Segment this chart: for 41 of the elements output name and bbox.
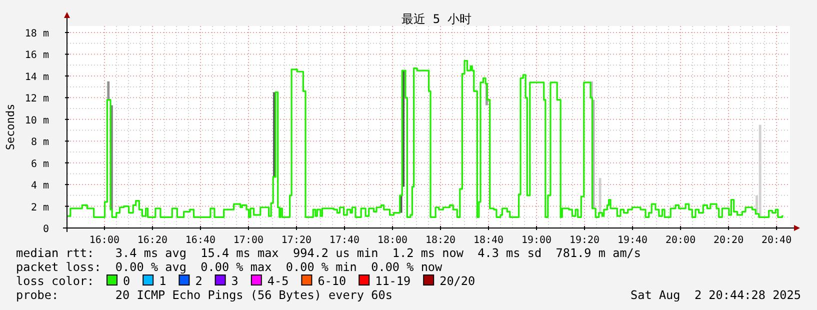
x-tick-label: 17:40 [329, 235, 360, 246]
y-tick-label: 6 m [30, 158, 49, 170]
legend-label: 11-19 [375, 274, 411, 288]
x-tick-label: 18:00 [377, 235, 408, 246]
x-tick-label: 17:20 [281, 235, 312, 246]
y-tick-label: 8 m [30, 137, 49, 148]
text: Sat Aug 2 20:44:28 2025 [630, 288, 801, 302]
x-tick-label: 18:20 [425, 235, 456, 246]
y-tick-label: 10 m [24, 115, 49, 126]
x-tick-label: 20:00 [665, 235, 696, 246]
x-tick-label: 16:20 [137, 235, 168, 246]
y-axis-title: Seconds [4, 104, 17, 150]
x-tick-label: 20:40 [762, 235, 792, 246]
x-tick-label: 19:20 [569, 235, 600, 246]
x-tick-label: 16:40 [185, 235, 216, 246]
legend-label: 4-5 [267, 274, 289, 288]
text: packet loss: 0.00 % avg 0.00 % max 0.00 % min 0.00 % now [16, 260, 444, 274]
chart-title: 最近 5 小时 [402, 12, 472, 26]
x-tick-label: 16:00 [89, 235, 120, 246]
legend-label: 0 [123, 274, 130, 288]
x-tick-label: 18:40 [473, 235, 504, 246]
y-tick-label: 12 m [24, 94, 49, 105]
legend-label: 6-10 [318, 274, 346, 288]
legend-label: 3 [231, 274, 238, 288]
x-tick-label: 17:00 [233, 235, 264, 246]
legend-label: 1 [159, 274, 166, 288]
legend-title: loss color: [16, 274, 94, 288]
y-tick-label: 18 m [24, 28, 49, 40]
y-tick-label: 0 [42, 224, 49, 235]
legend-label: 2 [195, 274, 202, 288]
x-tick-label: 19:00 [521, 235, 552, 246]
y-tick-label: 14 m [24, 72, 49, 83]
y-tick-label: 2 m [30, 202, 49, 214]
bar [107, 81, 110, 100]
y-tick-label: 16 m [24, 50, 49, 62]
y-tick-label: 4 m [30, 180, 49, 192]
text: median rtt: 3.4 ms avg 15.4 ms max 994.2 us min 1.2 ms now 4.3 ms sd 781.9 m am/s [16, 246, 642, 260]
text: probe: 20 ICMP Echo Pings (56 Bytes) every 60s [16, 288, 392, 302]
x-tick-label: 20:20 [713, 235, 744, 246]
legend-label: 20/20 [440, 274, 476, 288]
x-tick-label: 19:40 [617, 235, 648, 246]
